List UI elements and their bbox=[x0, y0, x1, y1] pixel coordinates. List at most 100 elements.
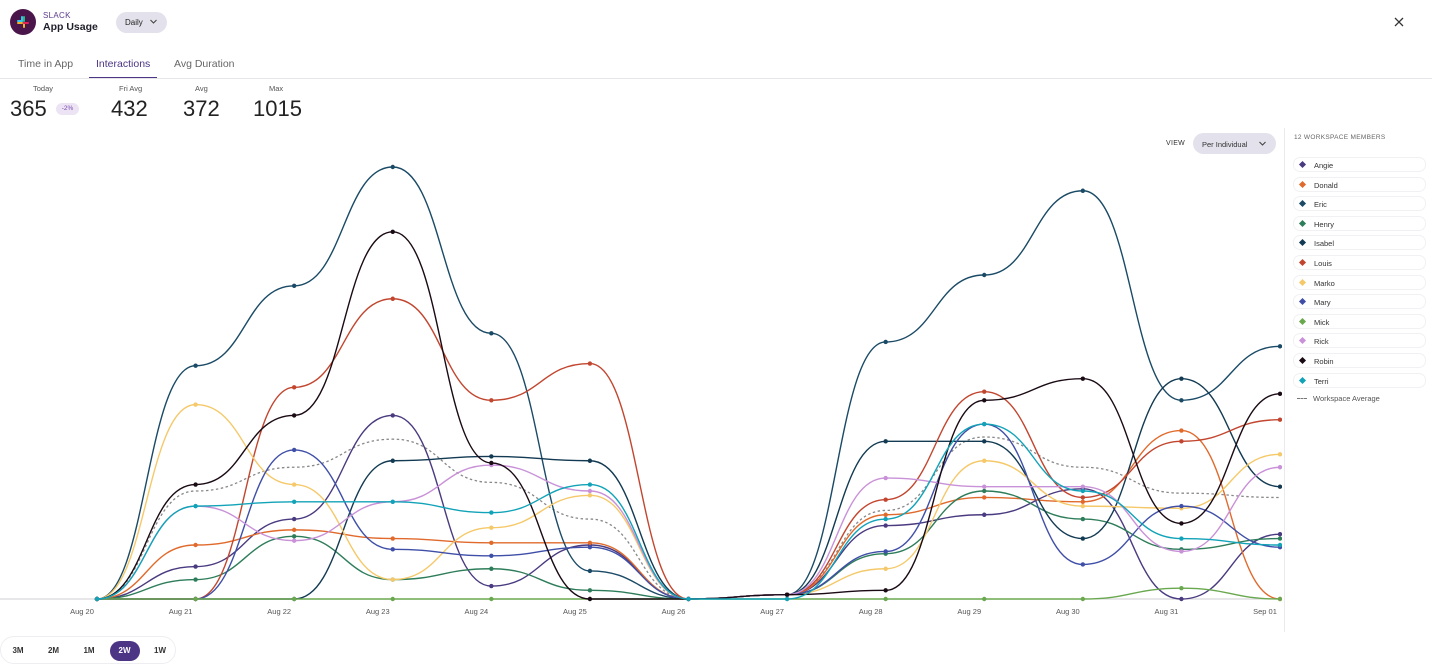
data-point-mick[interactable] bbox=[1080, 596, 1086, 602]
data-point-isabel[interactable] bbox=[489, 454, 494, 459]
data-point-marko[interactable] bbox=[883, 566, 888, 571]
data-point-donald[interactable] bbox=[390, 536, 395, 541]
legend-item-angie[interactable]: Angie bbox=[1293, 157, 1426, 172]
legend-item-louis[interactable]: Louis bbox=[1293, 255, 1426, 270]
view-select[interactable]: Per Individual bbox=[1193, 133, 1276, 154]
data-point-henry[interactable] bbox=[489, 566, 494, 571]
data-point-terri[interactable] bbox=[390, 499, 395, 504]
data-point-mick[interactable] bbox=[982, 596, 987, 602]
close-icon[interactable] bbox=[1392, 15, 1406, 29]
data-point-louis[interactable] bbox=[489, 398, 494, 403]
data-point-marko[interactable] bbox=[291, 482, 297, 487]
data-point-robin[interactable] bbox=[784, 592, 790, 597]
data-point-henry[interactable] bbox=[587, 588, 593, 593]
legend-item-eric[interactable]: Eric bbox=[1293, 196, 1426, 212]
data-point-henry[interactable] bbox=[1080, 516, 1086, 522]
data-point-louis[interactable] bbox=[883, 497, 888, 502]
range-button-3m[interactable]: 3M bbox=[12, 646, 24, 655]
data-point-robin[interactable] bbox=[1080, 376, 1086, 381]
tab-avg-duration[interactable]: Avg Duration bbox=[174, 58, 235, 70]
data-point-donald[interactable] bbox=[1080, 499, 1086, 504]
data-point-donald[interactable] bbox=[883, 512, 888, 517]
data-point-mick[interactable] bbox=[193, 596, 198, 602]
data-point-mick[interactable] bbox=[1179, 586, 1184, 591]
data-point-mick[interactable] bbox=[883, 596, 888, 602]
data-point-isabel[interactable] bbox=[1277, 484, 1282, 489]
data-point-marko[interactable] bbox=[1277, 452, 1282, 457]
data-point-donald[interactable] bbox=[1179, 428, 1184, 433]
data-point-eric[interactable] bbox=[1080, 188, 1086, 193]
data-point-terri[interactable] bbox=[1080, 488, 1086, 494]
data-point-isabel[interactable] bbox=[982, 439, 987, 444]
legend-item-donald[interactable]: Donald bbox=[1293, 176, 1426, 192]
data-point-angie[interactable] bbox=[193, 564, 198, 569]
data-point-angie[interactable] bbox=[489, 583, 494, 589]
data-point-rick[interactable] bbox=[1179, 549, 1184, 554]
data-point-robin[interactable] bbox=[291, 413, 297, 418]
data-point-terri[interactable] bbox=[1277, 542, 1282, 548]
tab-interactions[interactable]: Interactions bbox=[89, 58, 158, 78]
legend-item-marko[interactable]: Marko bbox=[1293, 274, 1426, 290]
data-point-rick[interactable] bbox=[883, 475, 888, 481]
data-point-henry[interactable] bbox=[982, 488, 987, 494]
data-point-marko[interactable] bbox=[193, 402, 198, 407]
data-point-louis[interactable] bbox=[982, 389, 987, 394]
data-point-angie[interactable] bbox=[883, 523, 888, 528]
data-point-mary[interactable] bbox=[291, 447, 297, 453]
data-point-angie[interactable] bbox=[1277, 532, 1282, 537]
data-point-henry[interactable] bbox=[193, 577, 198, 582]
data-point-marko[interactable] bbox=[982, 458, 987, 463]
data-point-rick[interactable] bbox=[1277, 465, 1282, 470]
data-point-robin[interactable] bbox=[489, 460, 494, 466]
data-point-robin[interactable] bbox=[587, 596, 593, 602]
data-point-donald[interactable] bbox=[291, 527, 297, 533]
data-point-rick[interactable] bbox=[587, 488, 593, 494]
range-button-2m[interactable]: 2M bbox=[47, 646, 60, 655]
data-point-louis[interactable] bbox=[587, 361, 593, 366]
legend-item-rick[interactable]: Rick bbox=[1293, 333, 1426, 349]
data-point-robin[interactable] bbox=[982, 398, 987, 403]
data-point-terri[interactable] bbox=[193, 503, 198, 509]
data-point-louis[interactable] bbox=[1179, 439, 1184, 444]
data-point-mick[interactable] bbox=[390, 596, 395, 602]
data-point-eric[interactable] bbox=[587, 568, 593, 574]
data-point-eric[interactable] bbox=[1179, 398, 1184, 403]
data-point-isabel[interactable] bbox=[1179, 376, 1184, 381]
data-point-donald[interactable] bbox=[193, 542, 198, 548]
data-point-eric[interactable] bbox=[489, 331, 494, 336]
data-point-robin[interactable] bbox=[1179, 521, 1184, 526]
data-point-mick[interactable] bbox=[291, 596, 297, 602]
data-point-eric[interactable] bbox=[982, 272, 987, 278]
data-point-rick[interactable] bbox=[1080, 484, 1086, 489]
data-point-terri[interactable] bbox=[1179, 536, 1184, 541]
legend-item-mary[interactable]: Mary bbox=[1293, 294, 1426, 310]
data-point-donald[interactable] bbox=[489, 540, 494, 546]
data-point-angie[interactable] bbox=[390, 413, 395, 418]
data-point-louis[interactable] bbox=[1277, 417, 1282, 422]
data-point-terri[interactable] bbox=[489, 510, 494, 515]
data-point-angie[interactable] bbox=[982, 512, 987, 517]
data-point-mary[interactable] bbox=[1080, 562, 1086, 567]
range-button-2w[interactable]: 2W bbox=[109, 641, 140, 661]
data-point-terri[interactable] bbox=[291, 499, 297, 504]
data-point-mary[interactable] bbox=[883, 549, 888, 554]
data-point-eric[interactable] bbox=[883, 339, 888, 345]
data-point-marko[interactable] bbox=[1080, 503, 1086, 509]
data-point-robin[interactable] bbox=[1277, 391, 1282, 396]
tab-time-in-app[interactable]: Time in App bbox=[18, 58, 74, 70]
data-point-eric[interactable] bbox=[390, 164, 395, 170]
data-point-marko[interactable] bbox=[489, 525, 494, 530]
data-point-rick[interactable] bbox=[291, 538, 297, 543]
data-point-mick[interactable] bbox=[1277, 596, 1282, 602]
data-point-louis[interactable] bbox=[291, 385, 297, 390]
data-point-angie[interactable] bbox=[291, 516, 297, 522]
data-point-donald[interactable] bbox=[587, 540, 593, 546]
data-point-isabel[interactable] bbox=[587, 458, 593, 463]
data-point-isabel[interactable] bbox=[883, 439, 888, 444]
data-point-eric[interactable] bbox=[193, 363, 198, 368]
data-point-terri[interactable] bbox=[94, 596, 100, 602]
data-point-robin[interactable] bbox=[883, 588, 888, 593]
data-point-mick[interactable] bbox=[489, 596, 494, 602]
data-point-terri[interactable] bbox=[686, 596, 691, 602]
data-point-angie[interactable] bbox=[1179, 596, 1184, 602]
